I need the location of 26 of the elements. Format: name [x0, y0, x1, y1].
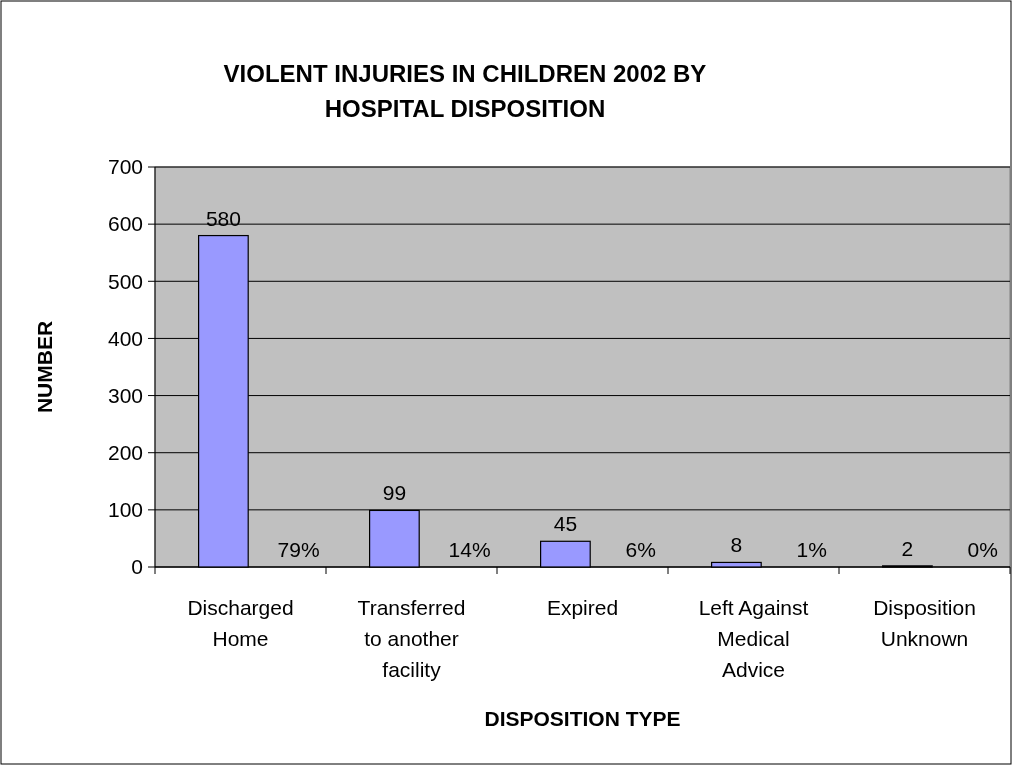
y-tick-label: 700: [107, 155, 143, 179]
y-tick-label: 600: [107, 212, 143, 236]
x-tick-label: Expired: [546, 596, 619, 619]
x-tick-label: Transferred to another facility: [357, 596, 466, 681]
x-tick-label: Discharged Home: [187, 596, 294, 650]
annotation: 79%: [277, 538, 320, 561]
x-tick-label: Disposition Unknown: [873, 596, 976, 650]
x-axis-title: DISPOSITION TYPE: [484, 707, 681, 730]
data-label: 99: [382, 481, 407, 505]
y-tick-label: 500: [107, 269, 143, 293]
y-tick-label: 300: [107, 383, 143, 407]
y-tick-label: 200: [107, 441, 143, 465]
annotation: 6%: [625, 538, 656, 561]
y-tick-label: 0: [131, 555, 143, 579]
data-label: 45: [553, 512, 578, 536]
chart-title: VIOLENT INJURIES IN CHILDREN 2002 BY HOSPITAL DISPOSITION: [223, 60, 707, 122]
y-tick-label: 100: [107, 498, 143, 522]
data-label: 580: [205, 206, 241, 230]
annotation: 0%: [967, 538, 998, 561]
x-tick-label: Left Against Medical Advice: [698, 596, 809, 681]
y-axis-title: NUMBER: [33, 320, 56, 414]
annotation: 14%: [448, 538, 491, 561]
data-label: 2: [901, 536, 914, 560]
y-tick-label: 400: [107, 326, 143, 350]
annotation: 1%: [796, 538, 827, 561]
data-label: 8: [730, 533, 743, 557]
